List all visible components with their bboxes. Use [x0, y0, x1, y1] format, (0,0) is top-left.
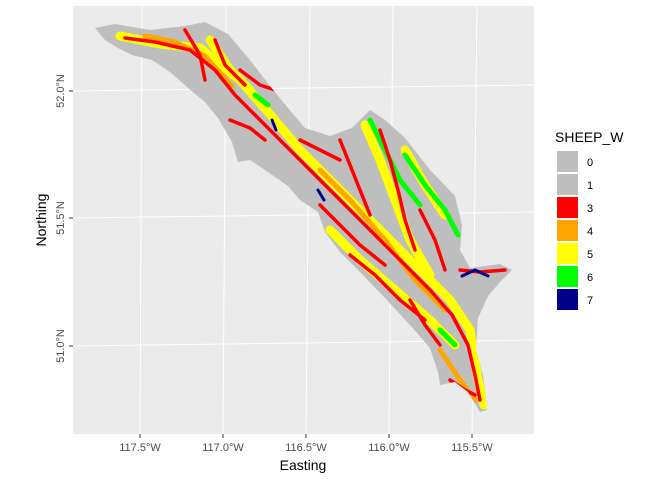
valley-red [123, 36, 482, 402]
x-tick-label: 116.5°W [285, 442, 327, 454]
valley-green [437, 327, 458, 348]
study-region [95, 22, 512, 412]
valley-navy [270, 118, 278, 132]
y-axis-title: Northing [33, 194, 49, 247]
legend-label-4: 4 [587, 226, 593, 238]
legend-title: SHEEP_W [555, 129, 624, 145]
axis-ticks [69, 90, 473, 438]
valley-red [213, 38, 247, 87]
x-tick-label: 116.0°W [368, 442, 410, 454]
legend-key-5 [557, 243, 578, 264]
legend-key-6 [557, 266, 578, 287]
valley-green [402, 152, 461, 238]
valley-red [408, 298, 442, 347]
valley-red [338, 138, 372, 217]
legend-label-5: 5 [587, 249, 593, 261]
legend-key-4 [557, 220, 578, 241]
x-tick-label: 115.5°W [451, 442, 493, 454]
legend-key-1 [557, 174, 578, 195]
legend-label-6: 6 [587, 272, 593, 284]
legend-items: 0 1 3 4 5 6 7 [557, 151, 593, 310]
y-tick-label: 51.5°N [55, 201, 67, 235]
legend: SHEEP_W 0 1 3 4 5 6 7 [555, 129, 624, 310]
x-tick-label: 117.0°W [202, 442, 244, 454]
valley-red [458, 268, 507, 274]
x-tick-label: 117.5°W [119, 442, 161, 454]
y-tick-label: 52.0°N [55, 74, 67, 108]
legend-label-3: 3 [587, 203, 593, 215]
valley-red [418, 208, 447, 272]
graticule-line [305, 5, 311, 435]
legend-label-0: 0 [587, 157, 593, 169]
valley-orange [317, 167, 448, 313]
y-tick-label: 51.0°N [55, 329, 67, 363]
region-base [95, 22, 512, 412]
valley-red [348, 253, 427, 322]
valley-navy [316, 188, 326, 202]
valley-yellow [360, 120, 435, 280]
class-3-cells [123, 28, 507, 402]
x-axis-title: Easting [280, 457, 327, 473]
graticule-line [139, 5, 143, 435]
class-7-cells [270, 118, 490, 278]
valley-red [378, 128, 417, 252]
legend-key-0 [557, 151, 578, 172]
legend-key-7 [557, 289, 578, 310]
graticule-line [72, 84, 535, 92]
class-6-cells [252, 92, 461, 348]
legend-label-1: 1 [587, 180, 593, 192]
valley-navy [460, 268, 490, 278]
valley-red [228, 118, 267, 142]
legend-label-7: 7 [587, 295, 593, 307]
valley-red [298, 138, 342, 162]
suitability-raster [115, 28, 507, 410]
valley-red [318, 203, 387, 267]
valley-green [252, 92, 271, 108]
legend-key-3 [557, 197, 578, 218]
valley-red [183, 28, 207, 82]
valley-red [238, 68, 277, 92]
